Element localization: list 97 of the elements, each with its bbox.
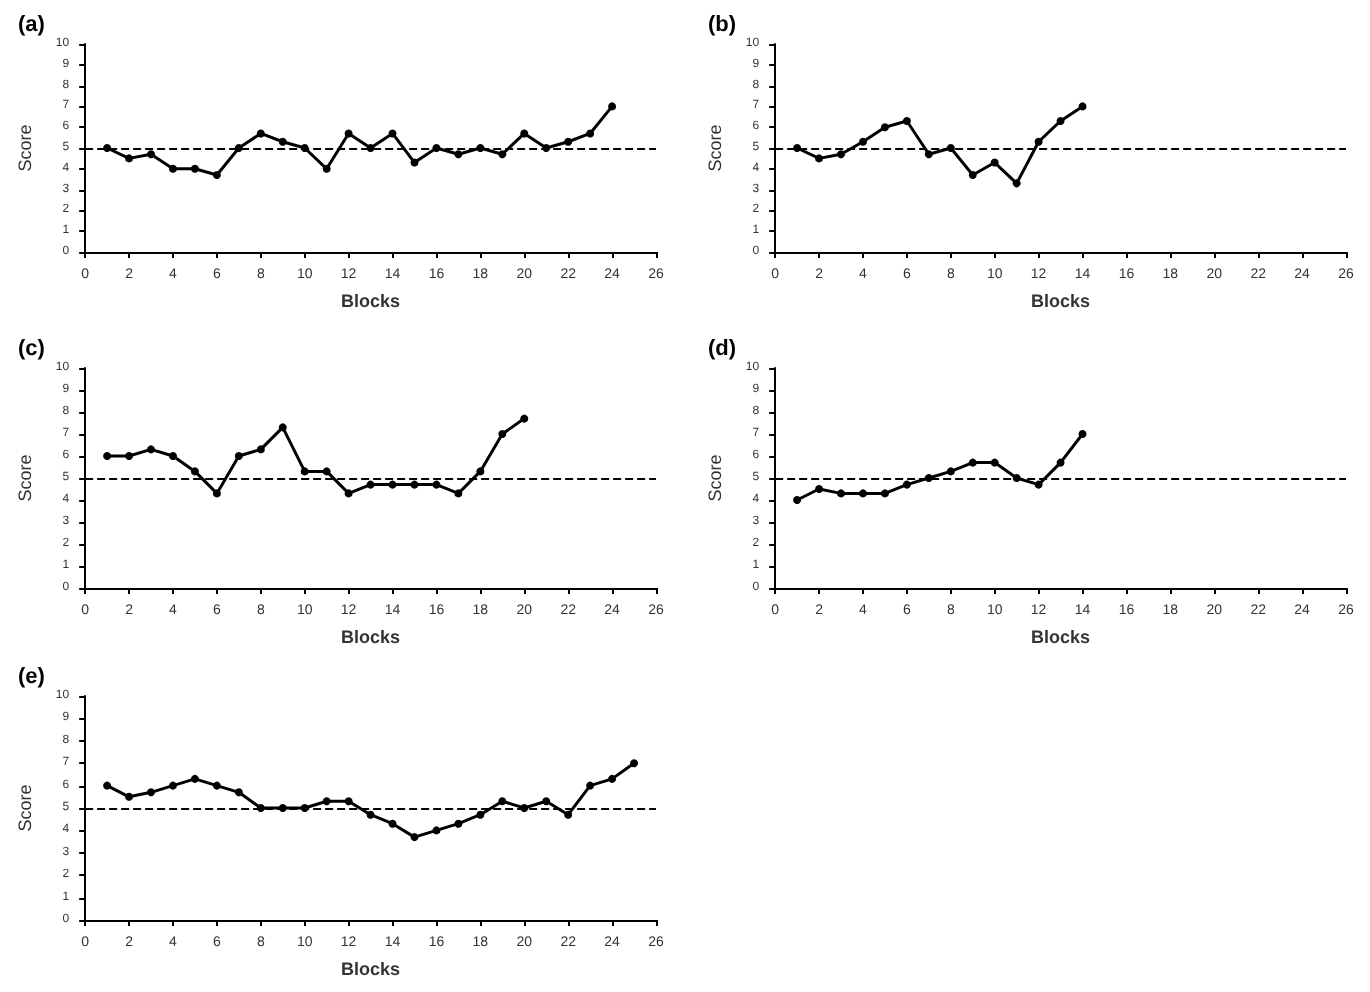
point <box>147 445 156 454</box>
point <box>212 489 221 498</box>
point <box>454 150 463 159</box>
point <box>630 759 639 768</box>
point <box>608 774 617 783</box>
point <box>190 467 199 476</box>
point <box>168 452 177 460</box>
point <box>990 158 999 167</box>
point <box>410 480 419 489</box>
point <box>520 129 529 138</box>
point <box>256 129 265 138</box>
point <box>1034 137 1043 146</box>
chart-title: (d) <box>708 337 737 361</box>
chart-title: (b) <box>708 13 737 37</box>
point <box>344 489 353 498</box>
point <box>902 116 911 125</box>
x-axis-title: Blocks <box>341 626 401 647</box>
point <box>793 496 802 504</box>
point <box>586 129 595 138</box>
point <box>147 788 156 797</box>
x-axis-title: Blocks <box>1031 290 1091 311</box>
point <box>103 781 112 790</box>
point <box>586 781 595 790</box>
point <box>1056 116 1065 125</box>
point <box>125 792 134 801</box>
point <box>476 467 485 476</box>
y-axis-title: Score <box>705 124 725 172</box>
point <box>542 797 551 806</box>
point <box>278 137 287 146</box>
point <box>322 467 331 476</box>
point <box>880 123 889 132</box>
y-axis-title: Score <box>15 124 35 172</box>
point <box>1056 458 1065 467</box>
point <box>256 445 265 454</box>
point <box>300 467 309 476</box>
point <box>1034 480 1043 489</box>
point <box>344 129 353 138</box>
point <box>125 452 134 460</box>
point <box>454 819 463 828</box>
point <box>278 423 287 432</box>
point <box>837 489 846 498</box>
point <box>212 171 221 180</box>
point <box>1078 430 1087 438</box>
point <box>234 452 243 460</box>
point <box>454 489 463 498</box>
point <box>498 797 507 806</box>
y-axis-title: Score <box>15 454 35 502</box>
point <box>1078 102 1087 111</box>
point <box>388 819 397 828</box>
point <box>388 480 397 489</box>
point <box>946 467 955 476</box>
point <box>498 150 507 159</box>
point <box>190 774 199 783</box>
point <box>608 102 617 111</box>
point <box>990 458 999 467</box>
chart-title: (e) <box>18 665 46 689</box>
point <box>924 150 933 159</box>
point <box>858 489 867 498</box>
point <box>322 164 331 173</box>
y-axis-title: Score <box>15 784 35 832</box>
point <box>388 129 397 138</box>
point <box>432 480 441 489</box>
point <box>344 797 353 806</box>
point <box>968 458 977 467</box>
chart-title: (c) <box>18 337 46 361</box>
point <box>902 480 911 489</box>
point <box>564 137 573 146</box>
y-axis-title: Score <box>705 454 725 502</box>
point <box>190 164 199 173</box>
point <box>234 788 243 797</box>
point <box>815 485 824 493</box>
x-axis-title: Blocks <box>341 958 401 979</box>
point <box>168 781 177 790</box>
point <box>520 414 529 423</box>
chart-title: (a) <box>18 13 46 37</box>
point <box>1012 179 1021 188</box>
point <box>212 781 221 790</box>
point <box>498 430 507 438</box>
x-axis-title: Blocks <box>341 290 401 311</box>
point <box>880 489 889 498</box>
point <box>147 150 156 159</box>
point <box>125 154 134 163</box>
point <box>432 826 441 835</box>
point <box>815 154 824 163</box>
point <box>837 150 846 159</box>
point <box>410 833 419 842</box>
point <box>968 171 977 180</box>
point <box>366 810 375 819</box>
point <box>103 452 112 460</box>
point <box>322 797 331 806</box>
point <box>168 164 177 173</box>
x-axis-title: Blocks <box>1031 626 1091 647</box>
point <box>476 810 485 819</box>
point <box>366 480 375 489</box>
point <box>564 810 573 819</box>
point <box>410 158 419 167</box>
point <box>858 137 867 146</box>
